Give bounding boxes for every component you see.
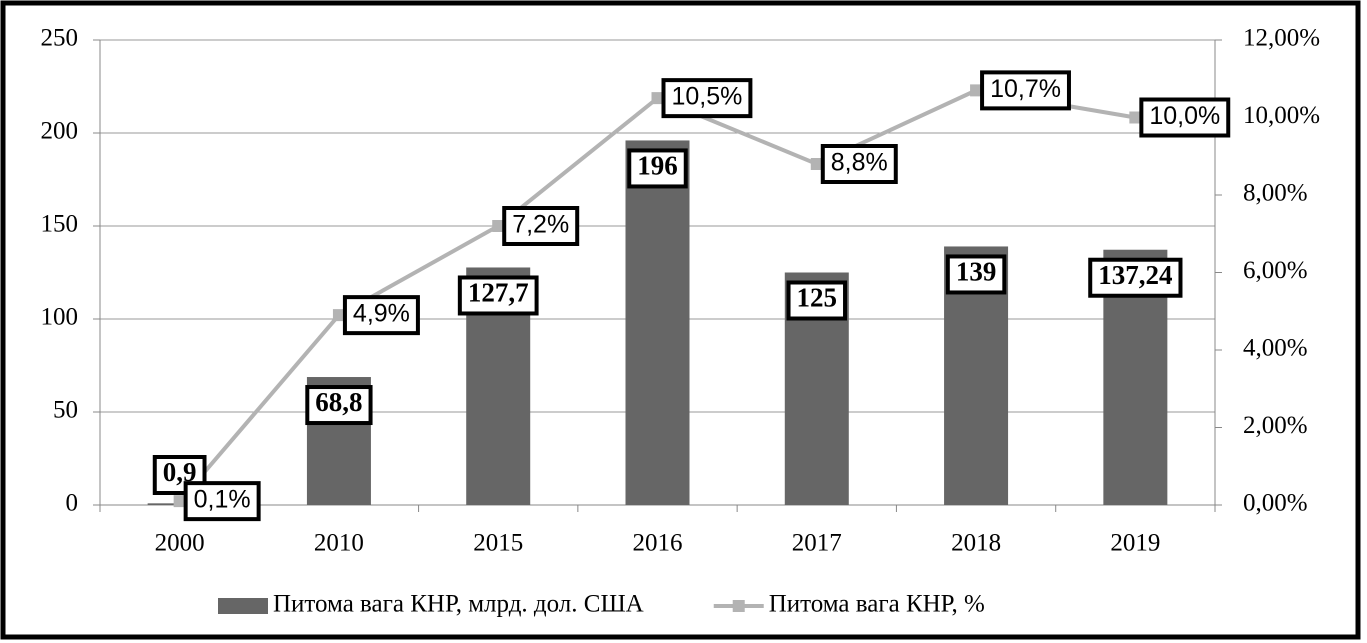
data-label: 0,1%	[194, 486, 251, 514]
legend-label: Питома вага КНР, %	[769, 591, 985, 618]
data-label-box	[661, 78, 753, 119]
data-label-box	[183, 481, 261, 522]
x-tick-label: 2017	[792, 530, 842, 557]
legend-label: Питома вага КНР, млрд. дол. США	[273, 591, 644, 618]
data-label-group: 10,0%	[1139, 97, 1231, 138]
line-marker	[1129, 111, 1142, 124]
legend-swatch	[732, 600, 745, 612]
data-label: 10,7%	[990, 75, 1061, 103]
data-label: 68,8	[315, 387, 362, 417]
y-tick-label: 200	[41, 118, 79, 145]
data-label-group: 127,7	[457, 275, 539, 316]
y2-tick-label: 2,00%	[1243, 412, 1308, 439]
data-label-box	[305, 385, 373, 426]
data-label-box	[457, 275, 539, 316]
data-label-box	[1088, 257, 1183, 298]
data-label-group: 137,24	[1088, 257, 1183, 298]
data-label: 4,9%	[353, 300, 410, 328]
data-label-box	[1139, 97, 1231, 138]
data-label-box	[627, 148, 688, 189]
data-label-group: 0,1%	[183, 481, 261, 522]
data-label-group: 4,9%	[342, 295, 420, 336]
data-label-box	[945, 254, 1007, 295]
y2-tick-label: 10,00%	[1243, 102, 1320, 129]
data-label-group: 68,8	[305, 385, 373, 426]
data-label-group: 8,8%	[820, 144, 898, 184]
x-tick-label: 2010	[314, 530, 364, 557]
line-marker	[492, 220, 505, 232]
x-tick-label: 2018	[951, 530, 1001, 557]
data-label-box	[786, 280, 848, 321]
line-marker	[810, 158, 823, 170]
line-marker	[173, 495, 186, 508]
y-tick-label: 0	[66, 490, 79, 517]
x-tick-label: 2000	[155, 530, 205, 557]
data-label-box	[980, 70, 1071, 111]
data-label-group: 10,7%	[980, 70, 1071, 111]
data-label-box	[342, 295, 420, 336]
data-label: 10,0%	[1149, 102, 1220, 130]
data-label: 196	[637, 151, 678, 181]
y2-tick-label: 6,00%	[1243, 257, 1308, 284]
data-label: 10,5%	[672, 83, 743, 111]
y-tick-label: 150	[41, 211, 79, 238]
x-tick-label: 2015	[473, 530, 523, 557]
data-label: 125	[797, 283, 838, 313]
y-tick-label: 50	[53, 397, 78, 424]
line-marker	[651, 92, 664, 105]
data-label-box	[820, 144, 898, 184]
line-marker	[332, 309, 345, 322]
y2-tick-label: 0,00%	[1243, 490, 1308, 517]
data-label: 139	[956, 257, 997, 287]
data-label: 8,8%	[831, 149, 888, 177]
y2-tick-label: 12,00%	[1243, 25, 1320, 52]
data-label-group: 7,2%	[502, 206, 580, 246]
y2-tick-label: 4,00%	[1243, 335, 1308, 362]
bar	[625, 140, 690, 505]
data-label-box	[502, 206, 580, 246]
data-label: 137,24	[1098, 260, 1172, 290]
x-tick-label: 2016	[633, 530, 683, 557]
data-label-group: 10,5%	[661, 78, 753, 119]
data-label: 7,2%	[512, 211, 569, 239]
data-label-group: 139	[945, 254, 1007, 295]
data-label-group: 196	[627, 148, 688, 189]
data-label-group: 125	[786, 280, 848, 321]
y-tick-label: 250	[41, 25, 79, 52]
legend-swatch	[218, 598, 268, 614]
x-tick-label: 2019	[1110, 530, 1160, 557]
line-marker	[970, 84, 983, 97]
y2-tick-label: 8,00%	[1243, 180, 1308, 207]
data-label: 127,7	[468, 278, 529, 308]
y-tick-label: 100	[41, 304, 79, 331]
